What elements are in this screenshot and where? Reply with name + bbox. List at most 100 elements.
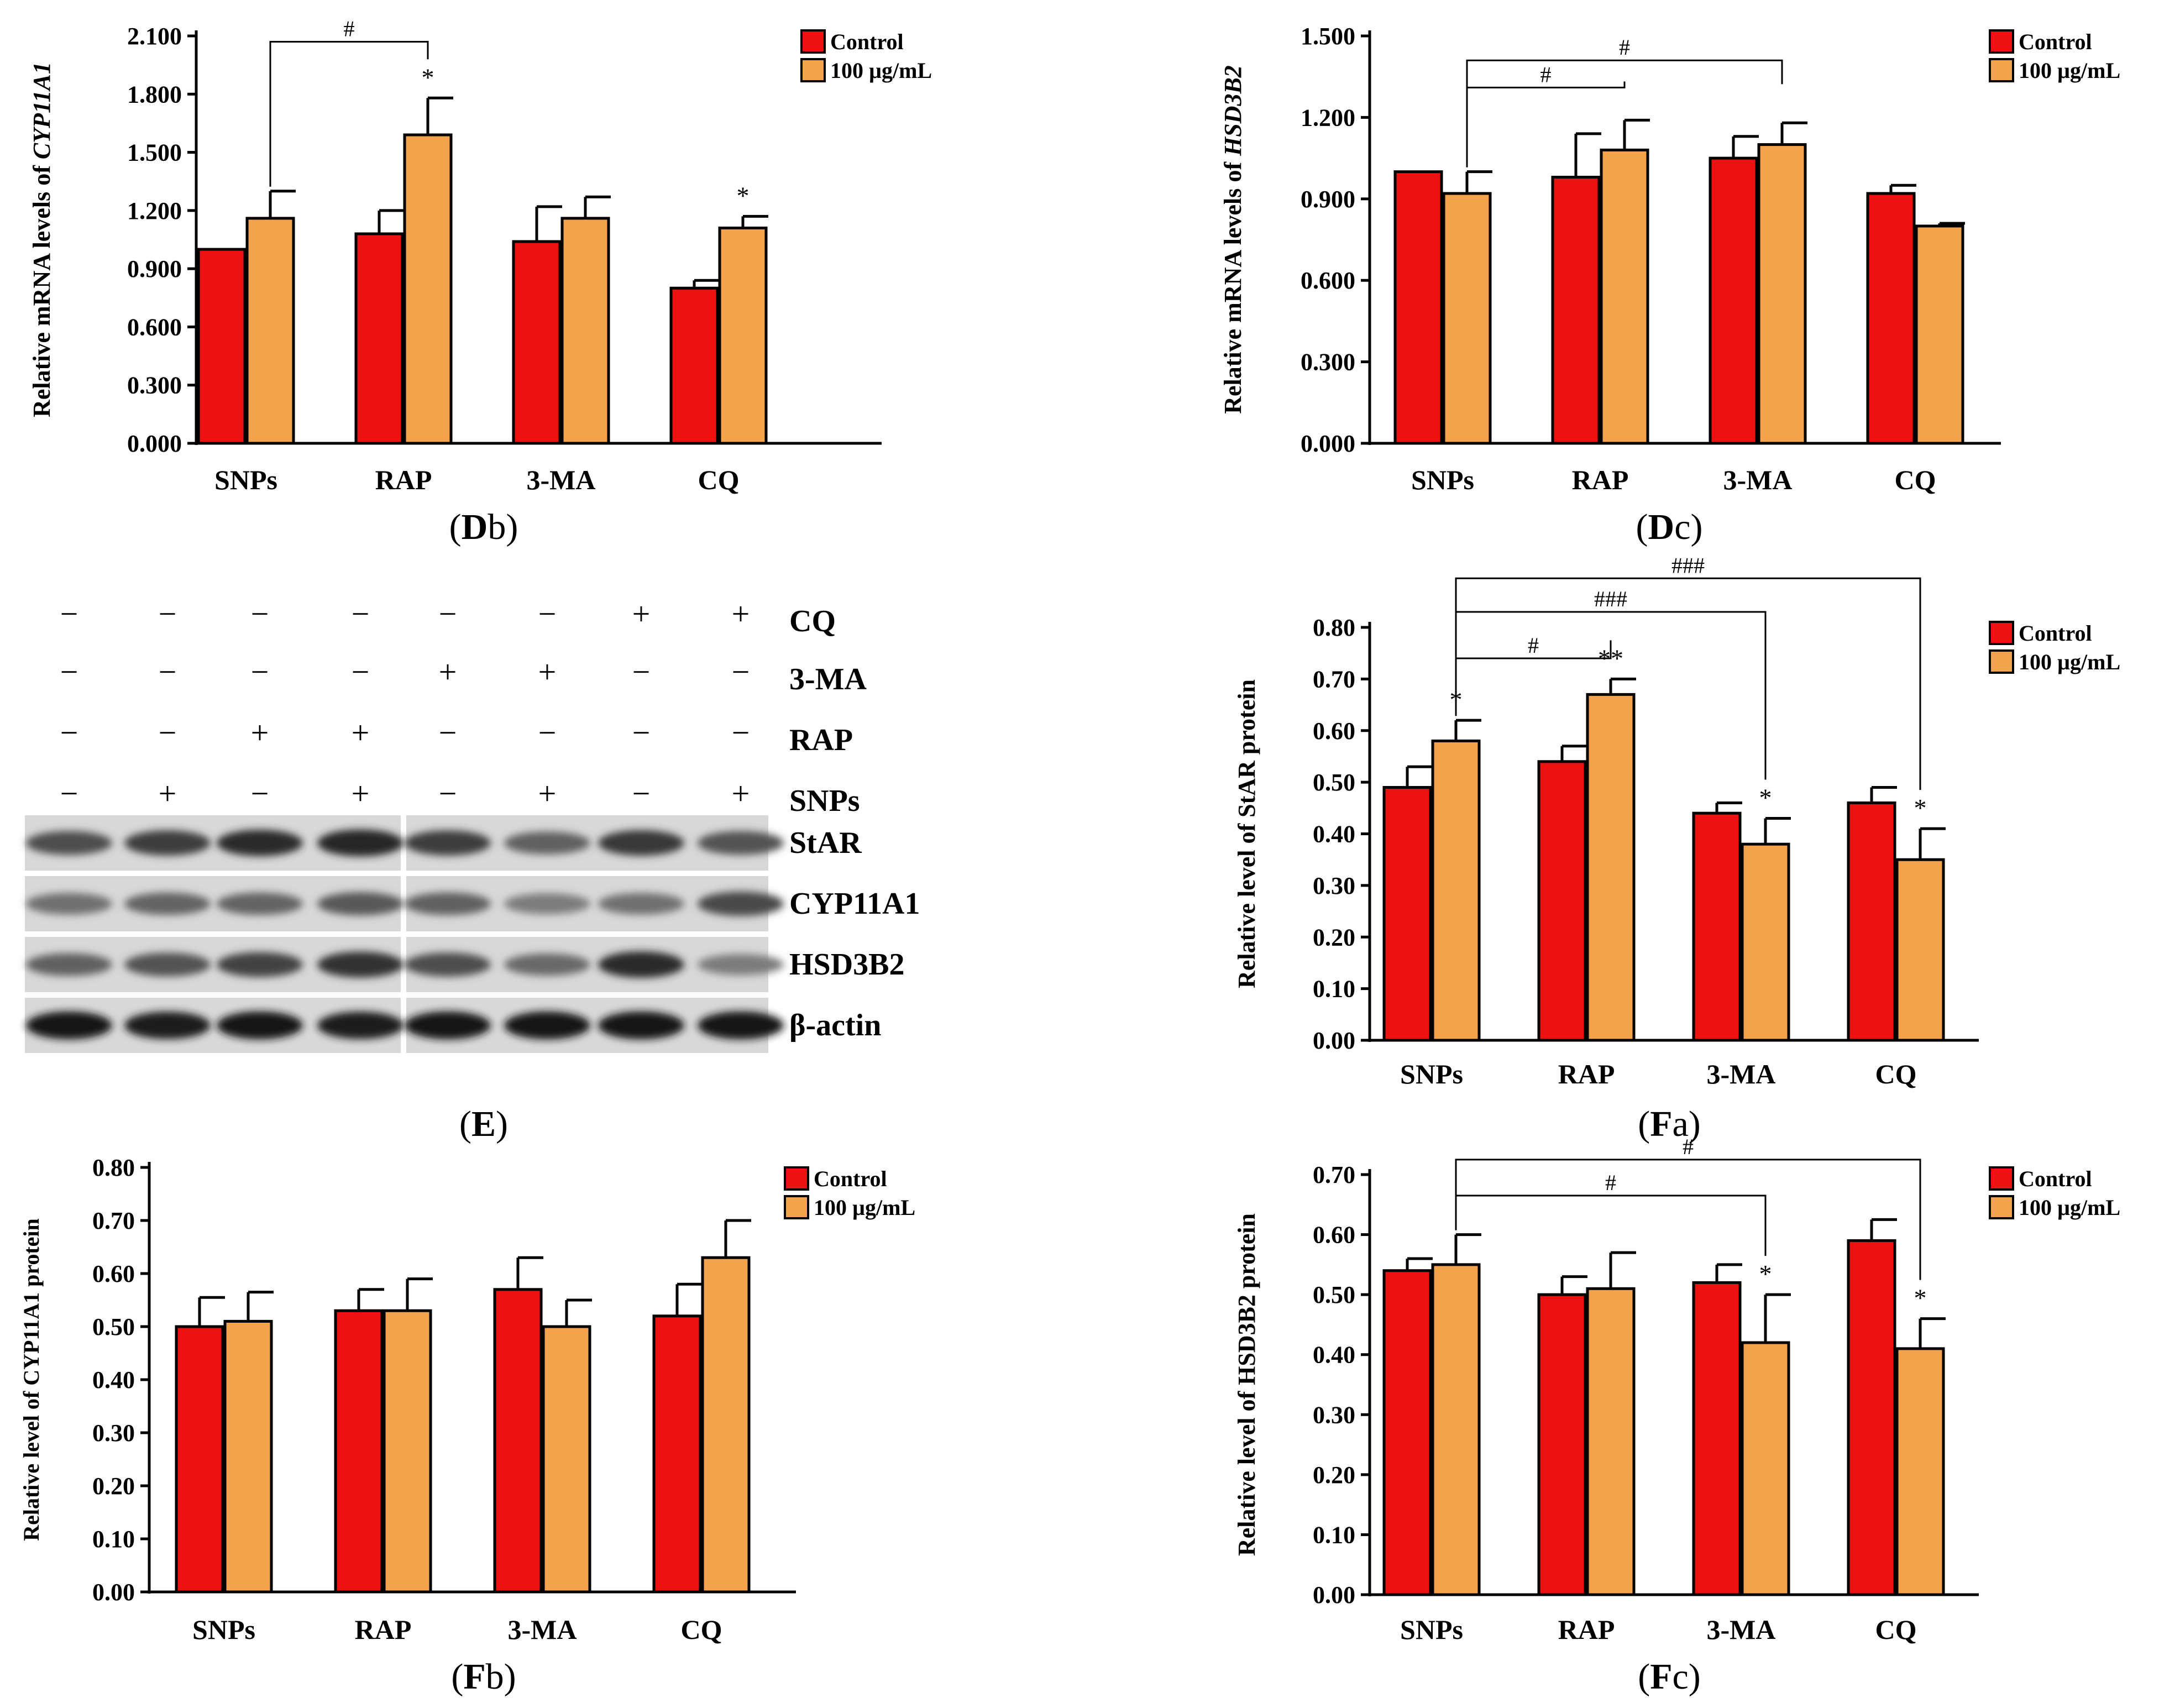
protein-band (504, 1011, 590, 1040)
y-axis-label: Relative level of HSD3B2 protein (1233, 1213, 1260, 1556)
protein-band (598, 951, 684, 978)
y-tick-label: 0.40 (1313, 821, 1355, 848)
x-tick-label: CQ (681, 1614, 722, 1645)
panel-label: (Db) (449, 507, 518, 547)
bar-control-RAP (354, 232, 404, 445)
bar-control-CQ (1847, 1239, 1896, 1596)
x-tick-label: RAP (355, 1614, 412, 1645)
bracket-label: # (1619, 35, 1630, 60)
bar-treated-SNPs (245, 217, 295, 445)
protein-band (598, 1011, 684, 1040)
treatment-sign: + (159, 776, 177, 811)
x-tick-label: 3-MA (527, 464, 596, 495)
y-tick-label: 0.300 (1301, 349, 1355, 376)
x-tick-label: RAP (1558, 1059, 1615, 1089)
protein-band (124, 952, 211, 977)
western-blot-panel: − − − − − − + + CQ − − − − + + − − 3-MA − − + + − − − − RAP − + − + − + −… (25, 596, 920, 1144)
y-tick-label: 0.30 (1313, 1401, 1355, 1428)
bar-treated-RAP (1600, 148, 1649, 445)
y-tick-label: 0.80 (92, 1154, 135, 1181)
protein-band (124, 1012, 211, 1039)
y-tick-label: 0.000 (127, 430, 182, 457)
bar-treated-SNPs (1442, 192, 1492, 445)
treatment-sign: + (439, 654, 457, 690)
protein-band (504, 893, 590, 914)
x-tick-label: SNPs (1411, 464, 1474, 495)
y-tick-label: 0.50 (1313, 769, 1355, 796)
y-tick-label: 0.900 (127, 255, 182, 282)
legend-label: Control (814, 1166, 887, 1191)
bar-treated-CQ (1895, 1347, 1945, 1596)
y-tick-label: 0.60 (92, 1260, 135, 1287)
significance-star: * (1914, 1284, 1927, 1312)
treatment-sign: − (352, 654, 370, 690)
treatment-sign: − (439, 776, 457, 811)
protein-band (405, 1011, 491, 1040)
y-tick-label: 1.200 (1301, 104, 1355, 131)
bar-control-CQ (1866, 192, 1916, 445)
x-tick-label: 3-MA (508, 1614, 577, 1645)
protein-band (698, 954, 784, 975)
protein-band (26, 831, 112, 855)
y-tick-label: 0.50 (92, 1313, 135, 1340)
y-tick-label: 0.50 (1313, 1281, 1355, 1308)
treatment-sign: + (352, 776, 370, 811)
x-tick-label: SNPs (214, 464, 277, 495)
x-tick-label: 3-MA (1707, 1059, 1776, 1089)
treatment-sign: − (439, 715, 457, 751)
legend-label: 100 µg/mL (830, 58, 932, 83)
bar-treated-CQ (718, 226, 768, 445)
legend-swatch (1989, 58, 2014, 82)
chart-Fb: 0.00 0.10 0.20 0.30 0.40 0.50 0.60 0.70 0.80 Rela… (19, 1154, 915, 1697)
treatment-sign: − (159, 596, 177, 632)
bar-control-RAP (1551, 175, 1601, 445)
treatment-sign: + (732, 596, 750, 632)
legend-label: Control (830, 29, 904, 54)
y-axis-label: Relative level of CYP11A1 protein (19, 1218, 44, 1541)
bar-treated-CQ (1895, 858, 1945, 1042)
protein-band (317, 1012, 403, 1039)
bar-control-SNPs (197, 248, 247, 445)
protein-band (598, 830, 684, 856)
protein-band (405, 892, 491, 915)
legend-swatch (1989, 29, 2014, 54)
comparison-bracket (1455, 1194, 1767, 1256)
treatment-sign: − (159, 654, 177, 690)
bar-treated-SNPs (1431, 1263, 1481, 1596)
treatment-sign: − (732, 715, 750, 751)
y-axis-label: Relative mRNA levels of HSD3B2 (1219, 65, 1246, 414)
legend-swatch (1989, 1166, 2014, 1191)
protein-band (26, 1011, 112, 1040)
legend-swatch (1989, 621, 2014, 645)
y-tick-label: 0.70 (1313, 1161, 1355, 1188)
bar-treated-3-MA (560, 217, 610, 445)
y-tick-label: 0.70 (92, 1207, 135, 1234)
y-tick-label: 1.800 (127, 81, 182, 108)
y-tick-label: 0.10 (92, 1526, 135, 1553)
y-tick-label: 0.00 (92, 1579, 135, 1606)
protein-band (698, 891, 784, 916)
y-tick-label: 0.00 (1313, 1581, 1355, 1609)
y-tick-label: 0.10 (1313, 1521, 1355, 1548)
treatment-label: 3-MA (789, 662, 867, 696)
comparison-bracket (1455, 577, 1921, 790)
legend-swatch (800, 58, 826, 82)
bar-treated-RAP (1586, 693, 1636, 1042)
protein-band (405, 830, 491, 856)
chart-Dc: 0.000 0.300 0.600 0.900 1.200 1.500 Relative m… (1219, 23, 2120, 547)
protein-band (698, 831, 784, 855)
bar-treated-CQ (701, 1256, 751, 1594)
band-label: β-actin (789, 1008, 881, 1042)
protein-band (317, 951, 403, 978)
bracket-label: ### (1671, 553, 1705, 578)
treatment-label: SNPs (789, 784, 860, 818)
treatment-sign: − (159, 715, 177, 751)
protein-band (598, 893, 684, 915)
x-tick-label: SNPs (192, 1614, 255, 1645)
legend-swatch (1989, 1195, 2014, 1219)
treatment-sign: − (632, 715, 651, 751)
bar-control-SNPs (1393, 170, 1443, 445)
y-axis-label: Relative level of StAR protein (1233, 679, 1260, 988)
protein-band (217, 830, 303, 856)
panel-label: (Fa) (1638, 1104, 1701, 1144)
